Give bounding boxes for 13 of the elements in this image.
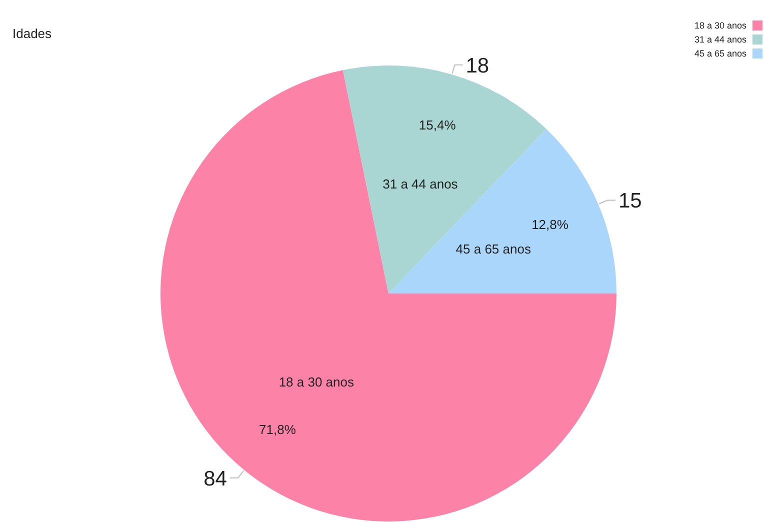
text: 71,8% (259, 422, 296, 437)
legend-label: 18 a 30 anos (694, 20, 747, 30)
legend-label: 31 a 44 anos (694, 34, 747, 44)
slice-label: 45 a 65 anos (456, 241, 532, 256)
data-label: 18 (466, 54, 490, 78)
text: Idades (12, 26, 52, 41)
text: 15,4% (418, 117, 456, 132)
data-label: 84 (204, 467, 228, 490)
legend-label: 45 a 65 anos (694, 48, 747, 58)
data-label: 15 (618, 190, 642, 213)
text: 12,8% (532, 217, 569, 232)
slice-label: 31 a 44 anos (382, 176, 458, 192)
slice-label: 18 a 30 anos (278, 374, 354, 390)
